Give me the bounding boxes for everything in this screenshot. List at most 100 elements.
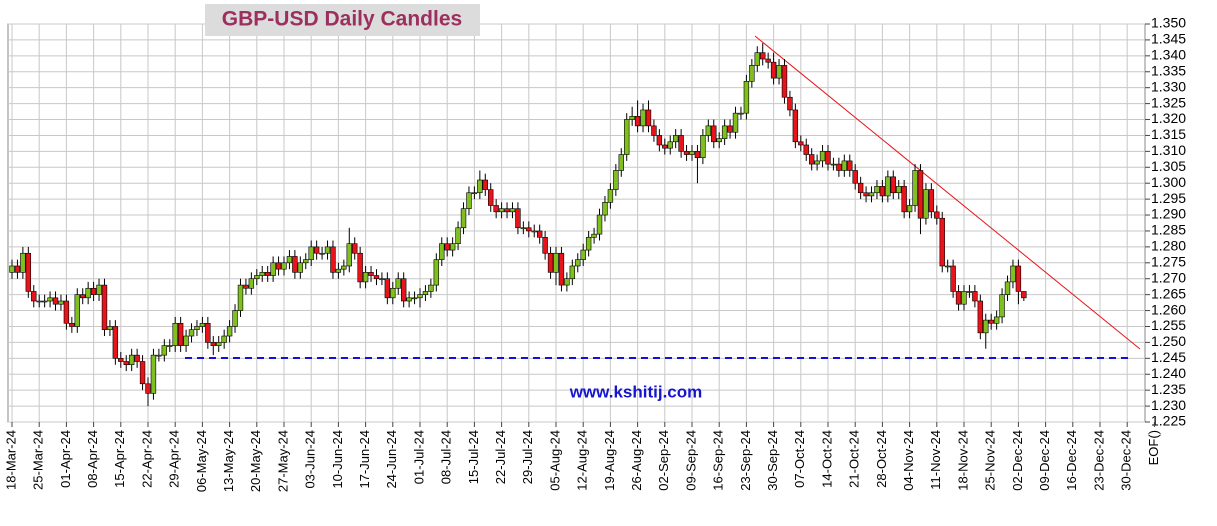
x-tick-label: 08-Jul-24 [439,430,454,484]
candle-body [460,208,467,229]
candle-body [917,170,924,219]
candle-body [145,383,151,394]
x-tick-label: 25-Nov-24 [983,430,998,491]
plot-frame [7,23,1146,423]
x-tick-label: 09-Dec-24 [1037,430,1052,491]
candle-body [569,265,576,280]
candle-body [275,262,282,270]
candle-body [863,192,869,197]
candle-body [395,278,401,289]
x-tick-label: 13-May-24 [221,430,236,492]
x-tick-label: 16-Sep-24 [711,430,726,491]
candle-body [520,227,527,230]
candle-body [194,326,200,330]
candle-body [341,265,347,270]
candle-body [357,252,363,283]
candle-body [814,160,820,165]
candle-body [177,322,184,346]
candle-body [596,214,603,235]
candle-body [808,154,815,165]
candle-body [477,179,483,194]
candle-body [580,249,586,260]
candle-body [123,361,129,365]
candle-body [983,319,989,334]
candle-body [330,246,336,273]
candle-body [977,300,984,334]
y-tick-label: 1.270 [1151,269,1186,285]
candle-body [254,275,260,280]
candle-body [509,208,516,213]
candle-body [400,278,407,302]
candle-body [847,160,853,171]
candle-body [961,291,967,305]
y-tick-label: 1.275 [1151,254,1186,270]
candle-body [591,233,597,238]
candle-body [787,96,793,111]
candle-body [836,163,842,171]
candle-body [96,284,102,295]
candle-body [526,227,532,232]
candle-body [422,291,429,295]
candle-body [803,144,809,155]
trend-line [754,35,1141,350]
candle-body [732,112,739,133]
candle-body [216,342,222,346]
candle-body [547,252,554,273]
x-tick-label: 30-Sep-24 [765,430,780,491]
candle-body [629,116,635,120]
candle-body [721,125,728,139]
candle-body [428,284,434,292]
y-tick-label: 1.235 [1151,381,1186,397]
candle-body [433,259,440,286]
x-tick-label: 02-Sep-24 [656,430,671,491]
candle-body [906,205,913,213]
candle-body [760,52,766,60]
y-tick-label: 1.330 [1151,78,1186,94]
candle-body [482,179,488,190]
candle-body [210,342,216,346]
candle-body [156,354,162,357]
candle-body [705,125,712,136]
x-tick-label: 29-Jul-24 [520,430,535,484]
x-tick-label: 21-Oct-24 [847,430,862,488]
candle-body [286,256,293,264]
candle-body [819,151,826,162]
title-box [205,4,480,36]
candle-body [531,230,537,233]
candle-body [390,287,396,299]
candle-body [955,291,962,305]
candle-body [1021,291,1027,299]
x-tick-label: 17-Jun-24 [357,430,372,489]
candle-body [346,243,352,267]
candle-body [74,294,80,327]
candle-body [373,275,380,280]
y-tick-label: 1.335 [1151,62,1186,78]
candle-body [36,300,42,303]
y-tick-label: 1.265 [1151,285,1186,301]
candle-body [939,217,945,267]
x-tick-label: 15-Apr-24 [112,430,127,488]
candle-body [901,186,907,213]
y-tick-label: 1.230 [1151,397,1186,413]
candle-body [934,211,940,219]
candle-body [248,278,255,289]
x-tick-label: 15-Jul-24 [466,430,481,484]
candle-body [90,287,97,295]
candle-body [879,186,886,197]
y-tick-label: 1.295 [1151,190,1186,206]
candles [9,43,1027,407]
x-tick-label: 09-Sep-24 [683,430,698,491]
candle-body [221,335,227,343]
x-tick-label: 16-Dec-24 [1064,430,1079,491]
y-tick-label: 1.310 [1151,142,1186,158]
y-tick-label: 1.325 [1151,94,1186,110]
x-tick-label: 19-Aug-24 [602,430,617,491]
candle-body [324,246,331,254]
x-tick-label: 23-Dec-24 [1091,430,1106,491]
candle-body [134,354,140,362]
candle-body [199,322,206,327]
candle-body [656,135,663,146]
candle-body [493,205,499,213]
y-tick-label: 1.225 [1151,413,1186,429]
x-tick-label: 04-Nov-24 [901,430,916,491]
